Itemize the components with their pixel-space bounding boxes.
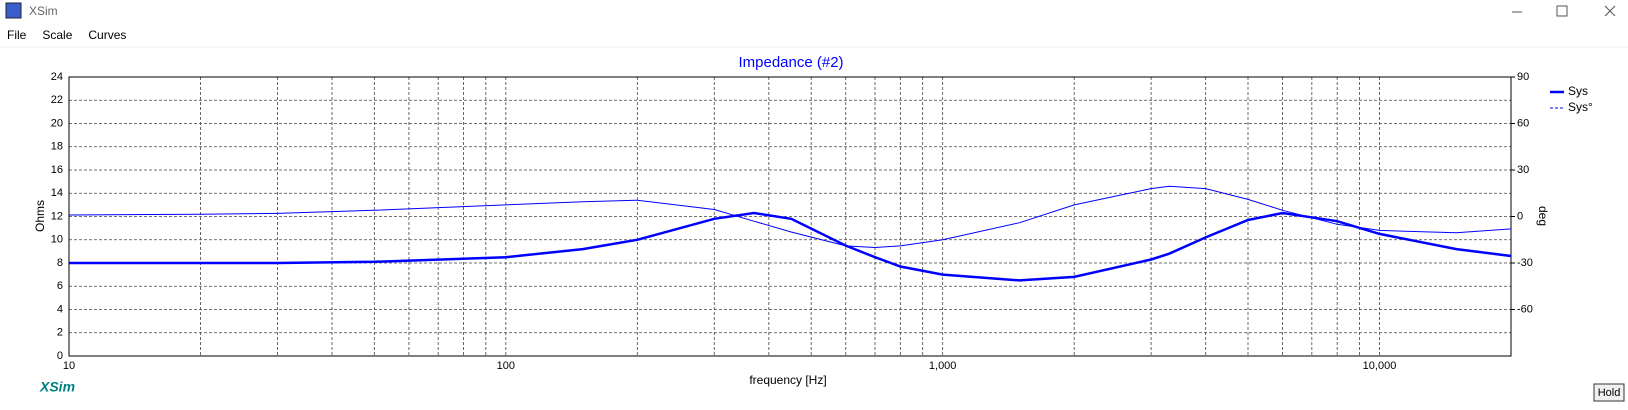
menu-item[interactable]: File xyxy=(7,28,27,42)
x-tick-label: 100 xyxy=(497,360,515,372)
x-tick-label: 10 xyxy=(63,360,75,372)
logo: XSim xyxy=(39,379,75,395)
y2-tick-label: 30 xyxy=(1517,164,1529,176)
hold-button-label[interactable]: Hold xyxy=(1598,387,1621,399)
close[interactable] xyxy=(1604,5,1616,17)
y-tick-label: 16 xyxy=(51,164,63,176)
y-tick-label: 8 xyxy=(57,257,63,269)
title-bar xyxy=(0,0,1628,24)
y2-axis-label: deg xyxy=(1536,206,1550,226)
y-tick-label: 10 xyxy=(51,234,63,246)
menu-bar: File Scale Curves xyxy=(7,28,126,42)
y-tick-label: 2 xyxy=(57,327,63,339)
y-tick-label: 14 xyxy=(51,187,63,199)
y2-tick-label: 60 xyxy=(1517,117,1529,129)
y2-tick-label: 90 xyxy=(1517,71,1529,83)
menu-item[interactable]: Scale xyxy=(42,28,72,42)
legend-label: Sys° xyxy=(1568,100,1593,114)
y2-tick-label: 0 xyxy=(1517,210,1523,222)
y2-tick-label: -30 xyxy=(1517,257,1533,269)
y-tick-label: 6 xyxy=(57,280,63,292)
legend-label: Sys xyxy=(1568,84,1588,98)
y-tick-label: 20 xyxy=(51,117,63,129)
y2-tick-label: -60 xyxy=(1517,303,1533,315)
y-tick-label: 0 xyxy=(57,350,63,362)
x-axis-label: frequency [Hz] xyxy=(749,373,826,387)
chart-title: Impedance (#2) xyxy=(738,54,843,71)
series-line xyxy=(69,211,1512,282)
y-tick-label: 22 xyxy=(51,94,63,106)
y-tick-label: 18 xyxy=(51,141,63,153)
series-line xyxy=(68,185,1512,249)
x-tick-label: 10,000 xyxy=(1363,360,1397,372)
y-tick-label: 12 xyxy=(51,210,63,222)
x-tick-label: 1,000 xyxy=(929,360,957,372)
y-tick-label: 24 xyxy=(51,71,63,83)
menu-item[interactable]: Curves xyxy=(88,28,126,42)
maximize[interactable] xyxy=(1556,5,1568,17)
app-icon xyxy=(5,2,22,19)
plot-frame xyxy=(68,76,1512,357)
window-title: XSim xyxy=(29,4,58,18)
y-tick-label: 4 xyxy=(57,303,63,315)
y-axis-label: Ohms xyxy=(33,200,47,232)
hold-button[interactable] xyxy=(1593,383,1625,402)
